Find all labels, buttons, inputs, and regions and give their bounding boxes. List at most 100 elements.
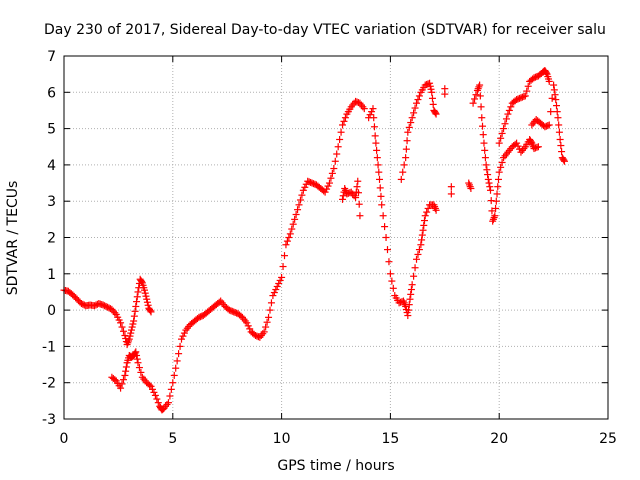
y-axis-label: SDTVAR / TECUs [5,181,21,296]
data-point [420,221,428,229]
data-point [507,103,515,111]
data-point [418,231,426,239]
x-tick-label: 25 [599,431,617,447]
data-point [484,171,492,179]
data-point [551,91,559,99]
data-point [117,319,125,327]
data-point [172,364,180,372]
data-point [474,85,482,93]
data-point [164,399,172,407]
data-point [486,183,494,191]
data-point [381,223,389,231]
data-point [129,320,137,328]
data-point [498,158,506,166]
data-point [376,184,384,192]
data-point [340,117,348,125]
data-point [275,279,283,287]
data-point [476,92,484,100]
y-tick-label: -2 [42,376,56,392]
x-tick-label: 15 [381,431,399,447]
data-point [495,139,503,147]
data-point [265,313,273,321]
data-point [341,114,349,122]
data-point [130,312,138,320]
y-tick-label: 2 [47,231,56,247]
data-point [504,110,512,118]
y-tick-label: 5 [47,122,56,138]
data-point [399,168,407,176]
data-point [556,135,564,143]
data-point [501,120,509,128]
data-point [560,157,568,165]
data-point [142,292,150,300]
data-point [378,201,386,209]
data-point [135,364,143,372]
data-point [298,191,306,199]
data-point [489,215,497,223]
data-point [386,270,394,278]
data-point [128,323,136,331]
data-point [260,328,268,336]
data-point [132,348,140,356]
data-point [121,332,129,340]
data-point [480,139,488,147]
data-point [545,121,553,129]
data-point [553,108,561,116]
data-point [333,150,341,158]
data-point [505,106,513,114]
data-point [352,194,360,202]
data-point [374,161,382,169]
data-point [286,230,294,238]
data-point [138,278,146,286]
data-point [487,197,495,205]
data-point [144,301,152,309]
y-tick-label: -1 [42,339,56,355]
data-point [382,234,390,241]
x-tick-label: 0 [60,431,69,447]
data-point [122,363,130,371]
data-point [137,368,145,376]
grid [64,56,608,419]
data-point [118,380,126,388]
data-point [418,236,426,244]
data-point [405,301,413,309]
data-point [166,392,174,400]
data-point [388,277,396,285]
data-point [498,129,506,137]
data-point [428,94,436,102]
data-point [502,115,510,123]
data-point [170,371,178,379]
data-point [133,298,141,306]
data-point [400,161,408,169]
data-point [281,252,289,260]
data-point [491,212,499,220]
y-tick-label: 4 [47,158,56,174]
data-point [143,295,151,303]
data-point [407,290,415,298]
data-point [285,234,293,241]
data-points [60,67,568,414]
data-point [411,264,419,272]
data-point [471,95,479,103]
data-point [429,100,437,108]
x-tick-label: 10 [273,431,291,447]
data-point [548,94,556,102]
data-point [328,169,336,177]
data-point [407,286,415,294]
data-point [424,204,432,212]
data-point [294,206,302,214]
data-point [414,250,422,258]
data-point [288,225,296,233]
axis-ticks: 0 5 10 15 20 25 -3 -2 -1 0 1 2 3 4 5 6 7 [42,49,617,447]
data-point [534,143,542,151]
data-point [131,307,139,315]
data-point [494,175,502,183]
data-point [481,154,489,162]
data-point [492,197,500,205]
data-point [366,111,374,119]
data-point [267,299,275,307]
data-point [514,142,522,150]
data-point [269,292,277,300]
data-point [134,359,142,367]
